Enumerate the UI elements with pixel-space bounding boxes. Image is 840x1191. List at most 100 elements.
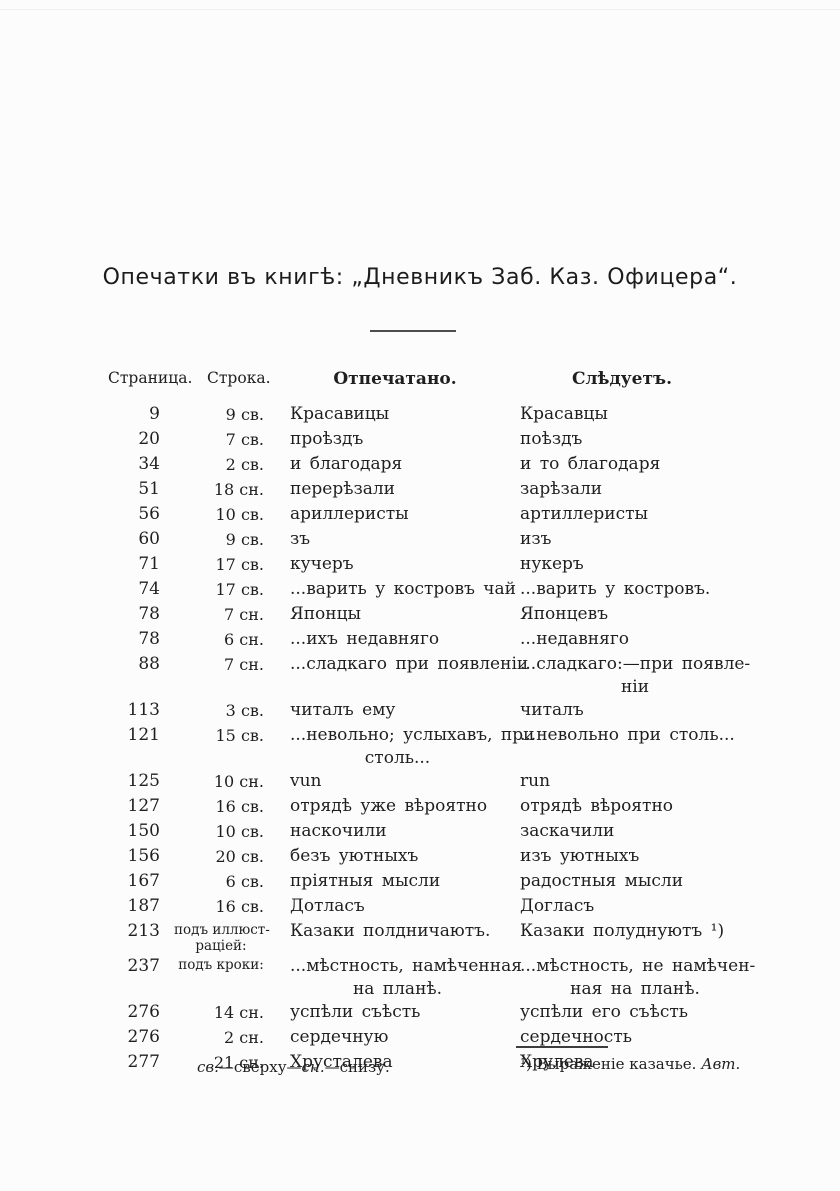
cell-printed-continuation: на планѣ. [352, 979, 443, 999]
cell-correct: ...варить у костровъ. [505, 577, 750, 602]
cell-correct: изъ уютныхъ [505, 844, 750, 869]
cell-printed-text: ...варить у костровъ чай [290, 579, 516, 599]
cell-correct-text: и то благодаря [520, 454, 661, 474]
cell-printed-text: и благодаря [290, 454, 403, 474]
line-ref-text: 3 св. [225, 701, 264, 720]
line-ref-text: 10 св. [215, 822, 265, 841]
footnote-rule [516, 1046, 608, 1048]
cell-line-ref: 18 сн. [160, 477, 272, 502]
line-ref-text: 7 сн. [224, 655, 264, 674]
cell-correct: Казаки полуднуютъ ¹) [505, 919, 750, 954]
cell-page-number: 9 [149, 404, 160, 424]
cell-page-number: 71 [138, 554, 160, 574]
cell-correct-text: изъ [520, 529, 552, 549]
cell-correct: run [505, 769, 750, 794]
cell-printed: безъ уютныхъ [272, 844, 505, 869]
errata-row: 60 9 св. зъ изъ [95, 527, 755, 552]
cell-correct-text: run [520, 771, 551, 791]
abbreviation-footnote: св.—сверху—сн.—снизу. [197, 1058, 390, 1076]
line-ref-text: 21 сн. [213, 1053, 264, 1072]
abbrev-sv: св. [197, 1058, 219, 1076]
cell-printed-text: проѣздъ [290, 429, 364, 449]
cell-line-ref: 10 сн. [160, 769, 272, 794]
errata-table-body: 9 9 св. Красавицы Красавцы 20 7 св. проѣздъ поѣ… [95, 402, 756, 1075]
cell-printed: ...варить у костровъ чай [272, 577, 516, 602]
cell-page-number: 78 [138, 604, 160, 624]
cell-correct-text: ...варить у костровъ. [520, 579, 711, 599]
cell-correct-text: читалъ [520, 700, 584, 720]
cell-printed-text: Японцы [290, 604, 362, 624]
footnote-text: Выраженіе казачье. [536, 1055, 702, 1073]
title-divider-rule [370, 330, 456, 332]
cell-printed-text: Казаки полдничаютъ. [290, 921, 491, 941]
cell-page-number: 237 [127, 956, 160, 976]
line-ref-text: 14 сн. [213, 1003, 264, 1022]
cell-printed-text: зъ [290, 529, 311, 549]
cell-correct: успѣли его съѣсть [505, 1000, 750, 1025]
column-header-page: Страница. [108, 369, 193, 387]
line-ref-text: 9 св. [225, 405, 264, 424]
errata-row: 150 10 св. наскочили заскачили [95, 819, 755, 844]
cell-page-number: 74 [138, 579, 160, 599]
cell-line-ref: 20 св. [160, 844, 272, 869]
cell-printed: ариллеристы [272, 502, 505, 527]
column-header-printed: Отпечатано. [333, 369, 457, 389]
footnote-author: Авт. [701, 1055, 741, 1073]
errata-row: 20 7 св. проѣздъ поѣздъ [95, 427, 755, 452]
cell-line-ref: 7 св. [160, 427, 272, 452]
cell-correct-text: зарѣзали [520, 479, 603, 499]
cell-line-ref: 6 сн. [160, 627, 272, 652]
line-ref-text: 2 св. [225, 455, 264, 474]
cell-printed-text: перерѣзали [290, 479, 396, 499]
line-ref-text: 15 св. [215, 726, 265, 745]
line-ref-text: 9 св. [225, 530, 264, 549]
cell-correct-text: ...мѣстность, не намѣчен- [520, 956, 756, 976]
cell-correct: ...недавняго [505, 627, 750, 652]
cell-printed: vun [272, 769, 505, 794]
line-ref-text: раціей: [195, 937, 247, 954]
cell-correct: зарѣзали [505, 477, 750, 502]
cell-line-ref: 16 св. [160, 794, 272, 819]
cell-printed-continuation: столь... [364, 748, 431, 768]
cell-printed: перерѣзали [272, 477, 505, 502]
page-title: Опечатки въ книгѣ: „Дневникъ Заб. Каз. О… [102, 265, 738, 290]
line-ref-text: 7 св. [225, 430, 264, 449]
cell-correct: поѣздъ [505, 427, 750, 452]
cell-correct-text: нукеръ [520, 554, 584, 574]
cell-line-ref: 10 св. [160, 502, 272, 527]
cell-correct: ...мѣстность, не намѣчен-ная на планѣ. [505, 954, 756, 1000]
cell-printed-text: безъ уютныхъ [290, 846, 419, 866]
cell-page-number: 213 [127, 921, 160, 941]
line-ref-text: 10 сн. [213, 772, 264, 791]
errata-row: 156 20 св. безъ уютныхъ изъ уютныхъ [95, 844, 755, 869]
author-footnote: ¹) Выраженіе казачье. Авт. [520, 1055, 740, 1073]
errata-row: 56 10 св. ариллеристы артиллеристы [95, 502, 755, 527]
cell-printed: кучеръ [272, 552, 505, 577]
cell-printed: ...мѣстность, намѣченная на планѣ. [272, 954, 522, 1000]
cell-line-ref: 16 св. [160, 894, 272, 919]
abbrev-sv-expl: —сверху— [218, 1058, 302, 1076]
cell-correct-text: артиллеристы [520, 504, 649, 524]
cell-correct: радостныя мысли [505, 869, 750, 894]
errata-row: 127 16 св. отрядѣ уже вѣроятно отрядѣ вѣроя… [95, 794, 755, 819]
cell-printed-text: читалъ ему [290, 700, 396, 720]
cell-page-number: 121 [127, 725, 160, 745]
cell-printed: пріятныя мысли [272, 869, 505, 894]
cell-correct: Красавцы [505, 402, 750, 427]
cell-line-ref: 9 св. [160, 527, 272, 552]
scan-edge [0, 9, 840, 10]
cell-correct-text: ...недавняго [520, 629, 629, 649]
cell-line-ref: подъ кроки: [160, 954, 272, 1000]
cell-page-number: 20 [138, 429, 160, 449]
cell-correct-text: изъ уютныхъ [520, 846, 640, 866]
cell-page-number: 167 [127, 871, 160, 891]
cell-printed: Казаки полдничаютъ. [272, 919, 505, 954]
cell-printed: успѣли съѣсть [272, 1000, 505, 1025]
cell-line-ref: 2 св. [160, 452, 272, 477]
line-ref-text: 6 сн. [224, 630, 264, 649]
cell-line-ref: 15 св. [160, 723, 272, 769]
cell-line-ref: 7 сн. [160, 652, 272, 698]
abbrev-sn: сн. [301, 1058, 325, 1076]
cell-correct: Догласъ [505, 894, 750, 919]
cell-correct: ...невольно при столь... [505, 723, 750, 769]
